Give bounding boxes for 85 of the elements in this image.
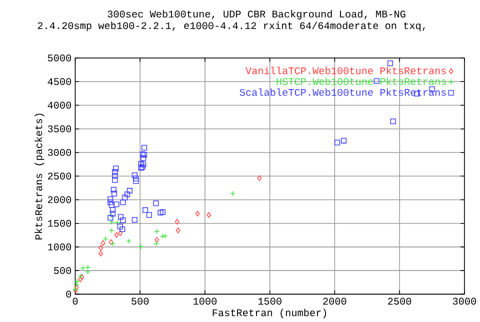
point — [334, 140, 340, 146]
point — [141, 145, 148, 151]
point — [112, 169, 118, 175]
point — [122, 194, 128, 200]
point — [132, 217, 138, 223]
point — [160, 209, 166, 216]
y-tick-label: 500 — [54, 267, 72, 274]
y-axis-title: PktsRetrans (packets) — [34, 114, 44, 240]
y-tick-label: 2000 — [48, 196, 72, 204]
x-tick-label: 2000 — [323, 298, 346, 305]
point — [110, 187, 116, 193]
point — [114, 232, 119, 238]
y-tick-label: 4500 — [48, 78, 72, 86]
point — [124, 192, 130, 198]
legend-label: HSTCP.Web100tune PktsRetrans — [276, 78, 446, 86]
point — [154, 228, 160, 234]
point — [142, 207, 148, 214]
point — [100, 240, 106, 246]
point — [108, 196, 114, 202]
point — [108, 228, 114, 234]
point — [154, 237, 160, 243]
point — [340, 138, 347, 144]
point — [118, 230, 123, 236]
point — [176, 228, 180, 234]
point — [117, 224, 123, 230]
point — [102, 236, 108, 242]
point — [206, 212, 212, 218]
point — [78, 276, 83, 282]
chart-title: 300sec Web100tune, UDP CBR Background Load, MB-NG — [108, 10, 406, 20]
point — [390, 118, 396, 124]
point — [108, 215, 114, 221]
point — [387, 60, 394, 66]
point — [133, 176, 139, 182]
y-tick-label: 5000 — [48, 54, 72, 62]
point — [140, 162, 146, 168]
legend-label: VanillaTCP.Web100tune PktsRetrans — [246, 66, 446, 74]
y-tick-label: 4000 — [48, 102, 72, 109]
x-tick-label: 2500 — [388, 298, 412, 305]
x-tick-label: 0 — [72, 298, 78, 305]
x-axis-title: FastRetran (number) — [212, 308, 326, 318]
point — [108, 202, 114, 208]
point — [374, 78, 380, 84]
point — [108, 200, 114, 206]
point — [108, 239, 114, 246]
point — [111, 191, 118, 197]
y-tick-label: 0 — [66, 290, 72, 298]
point — [126, 188, 133, 194]
point — [158, 210, 164, 216]
point — [138, 161, 144, 167]
point — [175, 219, 180, 225]
point — [114, 202, 120, 208]
point — [113, 166, 119, 172]
x-tick-label: 1500 — [258, 298, 282, 305]
y-tick-label: 3500 — [48, 126, 72, 132]
point — [138, 244, 144, 250]
point — [146, 212, 152, 218]
point — [120, 218, 126, 224]
point — [153, 200, 159, 206]
x-tick-label: 3000 — [452, 298, 476, 305]
point — [74, 278, 80, 284]
point — [85, 264, 91, 270]
point — [118, 214, 124, 220]
point — [98, 245, 103, 251]
point — [120, 200, 126, 206]
point — [140, 155, 146, 162]
point — [110, 241, 116, 247]
point — [133, 178, 139, 184]
point — [98, 251, 103, 257]
point — [85, 269, 91, 275]
x-tick-label: 500 — [132, 298, 149, 305]
point — [110, 207, 116, 213]
y-tick-label: 3000 — [48, 149, 72, 156]
y-tick-label: 2500 — [48, 172, 72, 180]
point — [154, 241, 160, 247]
point — [112, 173, 118, 179]
point — [132, 172, 138, 178]
x-tick-label: 1000 — [194, 298, 217, 305]
point — [195, 211, 200, 217]
chart-subtitle: 2.4.20smp web100-2.2.1, e1000-4.4.12 rxint 64/64moderate on txq, — [38, 22, 425, 32]
point — [114, 220, 120, 226]
point — [120, 226, 126, 232]
y-tick-label: 1000 — [48, 244, 72, 251]
y-tick-label: 1500 — [48, 220, 72, 227]
point — [257, 176, 262, 182]
point — [112, 177, 118, 184]
